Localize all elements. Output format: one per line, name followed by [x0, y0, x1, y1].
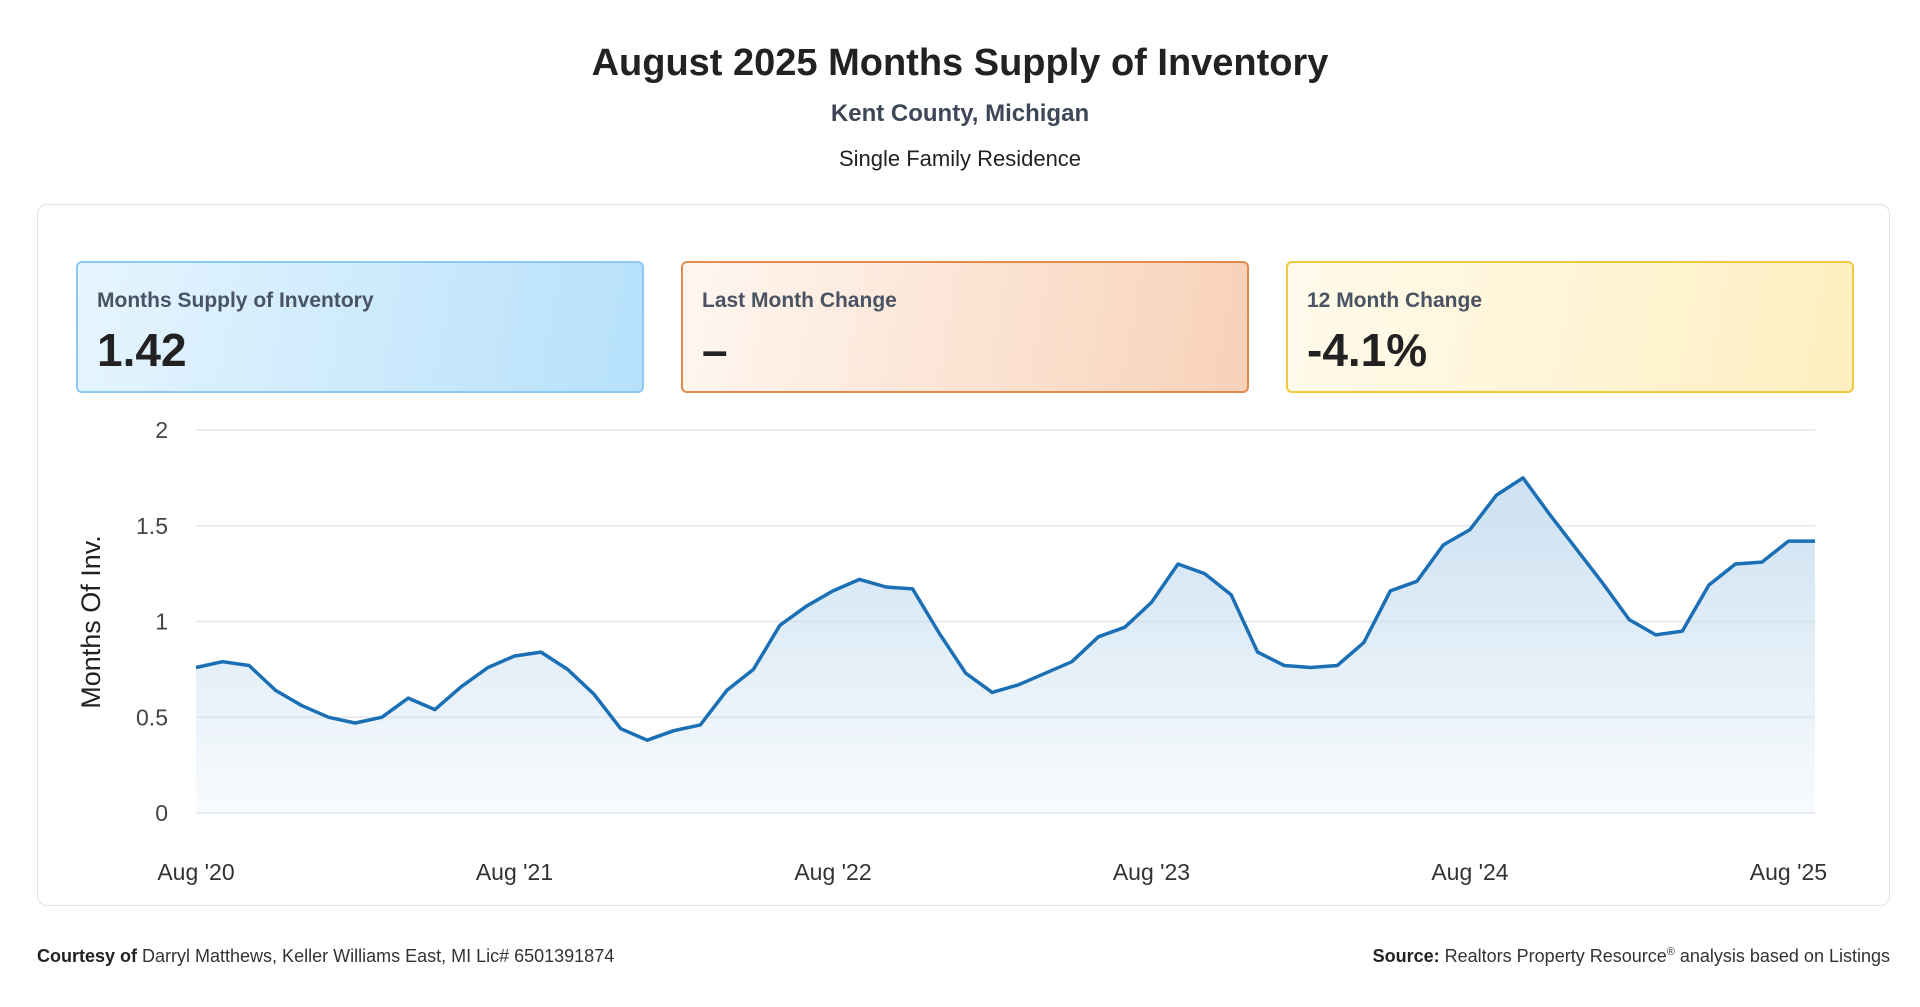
data-point: [1679, 628, 1685, 634]
data-point: [565, 666, 571, 672]
data-point: [1759, 559, 1765, 565]
supply-card-label: Months Supply of Inventory: [97, 289, 374, 312]
x-tick-label: Aug '20: [157, 859, 234, 885]
courtesy-label: Courtesy of: [37, 946, 138, 966]
data-point: [1148, 599, 1154, 605]
data-point: [1042, 670, 1048, 676]
last-month-change-card: Last Month Change –: [681, 261, 1249, 393]
data-point: [830, 588, 836, 594]
data-point: [432, 707, 438, 713]
data-point: [1281, 663, 1287, 669]
y-tick-label: 0.5: [136, 704, 168, 730]
supply-card: Months Supply of Inventory 1.42: [76, 261, 644, 393]
data-point: [1812, 538, 1818, 544]
y-axis-label: Months Of Inv.: [76, 535, 106, 709]
chart-title: August 2025 Months Supply of Inventory: [591, 42, 1329, 84]
data-point: [644, 737, 650, 743]
data-point: [458, 684, 464, 690]
data-point: [1016, 682, 1022, 688]
data-point: [1255, 649, 1261, 655]
y-tick-label: 1: [155, 609, 168, 635]
data-point: [1387, 588, 1393, 594]
data-point: [485, 664, 491, 670]
y-tick-label: 1.5: [136, 513, 168, 539]
data-point: [1308, 664, 1314, 670]
data-point: [1653, 632, 1659, 638]
y-tick-label: 2: [155, 417, 168, 443]
source-label: Source:: [1372, 946, 1440, 966]
data-point: [511, 653, 517, 659]
data-point: [1122, 624, 1128, 630]
data-point: [1175, 561, 1181, 567]
data-point: [618, 726, 624, 732]
y-tick-label: 0: [155, 800, 168, 826]
data-point: [1361, 640, 1367, 646]
data-point: [803, 603, 809, 609]
location-subtitle: Kent County, Michigan: [830, 100, 1090, 127]
data-point: [857, 576, 863, 582]
data-point: [193, 664, 199, 670]
data-point: [1494, 492, 1500, 498]
data-point: [1440, 542, 1446, 548]
area-layer: [193, 475, 1818, 813]
twelve-month-change-label: 12 Month Change: [1307, 289, 1483, 312]
data-point: [724, 687, 730, 693]
data-point: [379, 714, 385, 720]
data-point: [671, 728, 677, 734]
tick-labels: 0 0.5 1 1.5 2 Aug '20 Aug '21 Aug '22 Aug '23 Aug…: [136, 417, 1827, 885]
x-tick-label: Aug '25: [1750, 859, 1827, 885]
twelve-month-change-card: 12 Month Change -4.1%: [1286, 261, 1854, 393]
data-point: [910, 586, 916, 592]
data-point: [989, 689, 995, 695]
data-point: [326, 714, 332, 720]
data-point: [1069, 659, 1075, 665]
data-point: [883, 584, 889, 590]
last-month-change-value: –: [702, 324, 728, 376]
data-point: [591, 691, 597, 697]
data-point: [750, 666, 756, 672]
data-point: [299, 703, 305, 709]
series-area: [196, 477, 1815, 813]
data-point: [273, 687, 279, 693]
data-point: [1600, 580, 1606, 586]
courtesy-footer: Courtesy of Darryl Matthews, Keller Will…: [37, 946, 614, 967]
data-point: [1626, 617, 1632, 623]
data-point: [220, 659, 226, 665]
data-point: [1732, 561, 1738, 567]
data-point: [1520, 475, 1526, 481]
source-text-suffix: analysis based on Listings: [1679, 946, 1890, 966]
courtesy-text: Darryl Matthews, Keller Williams East, M…: [142, 946, 615, 966]
source-text: Realtors Property Resource: [1444, 946, 1667, 966]
series-line: [195, 476, 1815, 742]
data-point: [1547, 511, 1553, 517]
x-tick-label: Aug '24: [1431, 859, 1508, 885]
data-point: [1414, 578, 1420, 584]
data-point: [1467, 527, 1473, 533]
data-point: [1202, 571, 1208, 577]
data-point: [936, 630, 942, 636]
data-point: [777, 622, 783, 628]
registered-mark: ®: [1666, 946, 1675, 958]
data-point: [405, 695, 411, 701]
data-point: [352, 720, 358, 726]
x-tick-label: Aug '21: [476, 859, 553, 885]
data-point: [963, 670, 969, 676]
data-point: [1334, 663, 1340, 669]
data-point: [1706, 582, 1712, 588]
x-tick-label: Aug '22: [794, 859, 871, 885]
x-tick-label: Aug '23: [1113, 859, 1190, 885]
data-point: [246, 663, 252, 669]
twelve-month-change-value: -4.1%: [1307, 324, 1428, 376]
data-point: [538, 649, 544, 655]
data-point: [1785, 538, 1791, 544]
data-point: [1228, 592, 1234, 598]
source-footer: Source: Realtors Property Resource® anal…: [1373, 946, 1890, 967]
last-month-change-label: Last Month Change: [702, 289, 897, 312]
data-point: [1573, 546, 1579, 552]
data-point: [1095, 634, 1101, 640]
data-point: [697, 722, 703, 728]
property-type-subtitle: Single Family Residence: [838, 146, 1082, 171]
supply-card-value: 1.42: [97, 324, 187, 376]
